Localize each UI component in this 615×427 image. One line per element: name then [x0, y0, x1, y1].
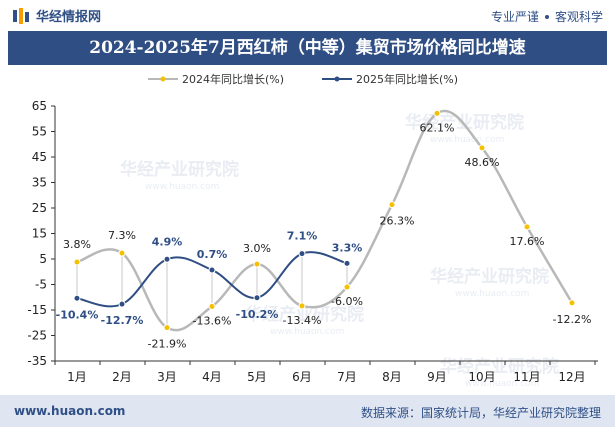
- series-2024-point: [523, 223, 531, 231]
- watermark-text: 华经产业研究院: [120, 159, 239, 180]
- data-label-2025: -10.4%: [56, 308, 99, 321]
- footer: www.huaon.com 数据来源：国家统计局，华经产业研究院整理: [0, 395, 615, 427]
- y-axis: 65 55 45 35 25 15 5 -5 -15 -25 -35: [27, 99, 56, 368]
- y-tick-label: 15: [32, 227, 47, 241]
- watermark-url: www.huaon.com: [465, 379, 539, 389]
- data-label-2024: 3.8%: [63, 238, 91, 251]
- x-tick-label: 6月: [292, 370, 312, 384]
- series-2024-point: [568, 299, 576, 307]
- y-tick-label: 45: [32, 150, 47, 164]
- legend-label-2: 2025年同比增长(%): [356, 72, 458, 86]
- legend-label-1: 2024年同比增长(%): [182, 72, 284, 86]
- x-tick-label: 2月: [112, 370, 132, 384]
- y-tick-label: -15: [27, 303, 47, 317]
- series-2025-point: [163, 255, 171, 263]
- data-label-2025: 7.1%: [287, 230, 318, 243]
- data-label-2024: -6.0%: [331, 295, 363, 308]
- data-label-2024: 7.3%: [108, 229, 136, 242]
- dot-separator-icon: [544, 15, 549, 19]
- series-2025-point: [208, 266, 216, 274]
- x-tick-label: 11月: [513, 370, 540, 384]
- series-2025-point: [73, 294, 81, 302]
- x-tick-label: 5月: [247, 370, 267, 384]
- title-bar: 2024-2025年7月西红柿（中等）集贸市场价格同比增速: [8, 31, 607, 65]
- x-tick-label: 8月: [382, 370, 402, 384]
- y-tick-label: -5: [35, 278, 47, 292]
- watermark-text: 华经产业研究院: [405, 112, 524, 133]
- data-label-2024: 26.3%: [380, 215, 415, 228]
- x-tick-label: 1月: [67, 370, 87, 384]
- huajing-logo-icon: [13, 7, 29, 24]
- data-label-2025: 3.3%: [332, 241, 363, 254]
- x-tick-label: 10月: [468, 370, 495, 384]
- x-tick-label: 3月: [157, 370, 177, 384]
- slogan-left: 专业严谨: [490, 10, 539, 24]
- slogan-right: 客观科学: [554, 10, 603, 24]
- data-label-2024: -13.6%: [193, 314, 232, 327]
- y-tick-label: 25: [32, 201, 47, 215]
- drop-lines: [76, 253, 348, 328]
- x-tick-label: 12月: [558, 370, 585, 384]
- data-label-2024: 3.0%: [243, 242, 271, 255]
- x-tick-label: 4月: [202, 370, 222, 384]
- line-chart: 华经产业研究院 www.huaon.com 华经产业研究院 www.huaon.com…: [27, 72, 598, 389]
- brand-name: 华经情报网: [36, 10, 102, 25]
- data-labels: 3.8% 7.3% -21.9% -13.6% 3.0% -13.4% -6.0% 26.3%…: [56, 121, 592, 350]
- series-2025-point: [343, 259, 351, 267]
- watermark-url: www.huaon.com: [430, 135, 504, 145]
- y-tick-label: 65: [32, 99, 47, 113]
- legend: 2024年同比增长(%) 2025年同比增长(%): [148, 72, 458, 86]
- y-tick-label: 55: [32, 125, 47, 139]
- watermark-text: 华经产业研究院: [245, 304, 364, 325]
- data-label-2025: 0.7%: [197, 248, 228, 261]
- legend-marker-1: [160, 76, 166, 82]
- y-tick-label: -35: [27, 354, 47, 368]
- series-2025-point: [253, 294, 261, 302]
- series-2024-point: [478, 144, 486, 152]
- x-tick-label: 9月: [427, 370, 447, 384]
- x-axis: 1月 2月 3月 4月 5月 6月 7月 8月 9月 10月 11月 12月: [54, 360, 598, 384]
- series-2024-point: [163, 324, 171, 332]
- series-2025-point: [118, 300, 126, 308]
- top-bar: 华经情报网 专业严谨 客观科学: [0, 0, 615, 30]
- series-2024-point: [433, 109, 441, 117]
- series-lines: [73, 109, 576, 332]
- series-2024-point: [253, 260, 261, 268]
- data-label-2024: -21.9%: [148, 338, 187, 351]
- series-2024-point: [73, 258, 81, 266]
- y-tick-label: -25: [27, 329, 47, 343]
- legend-marker-2: [334, 76, 340, 82]
- footer-website[interactable]: www.huaon.com: [14, 404, 126, 418]
- y-tick-label: 5: [39, 252, 47, 266]
- data-label-2024: 48.6%: [465, 156, 500, 169]
- series-2025-point: [298, 250, 306, 258]
- slogan: 专业严谨 客观科学: [491, 8, 603, 25]
- footer-source: 数据来源：国家统计局，华经产业研究院整理: [360, 406, 601, 420]
- data-label-2024: 62.1%: [420, 121, 455, 134]
- data-label-2024: -13.4%: [283, 314, 322, 327]
- y-tick-label: 35: [32, 176, 47, 190]
- watermark-text: 华经产业研究院: [430, 266, 549, 287]
- brand[interactable]: 华经情报网: [12, 6, 101, 25]
- watermark-url: www.huaon.com: [270, 327, 344, 337]
- data-label-2024: -12.2%: [553, 313, 592, 326]
- watermark-url: www.huaon.com: [145, 182, 219, 192]
- series-2024-point: [298, 302, 306, 310]
- data-label-2025: -12.7%: [101, 314, 144, 327]
- data-label-2024: 17.6%: [510, 235, 545, 248]
- series-2024-point: [208, 302, 216, 310]
- watermark-url: www.huaon.com: [455, 289, 529, 299]
- chart-title: 2024-2025年7月西红柿（中等）集贸市场价格同比增速: [89, 38, 526, 58]
- data-label-2025: 4.9%: [152, 235, 183, 248]
- data-label-2025: -10.2%: [236, 308, 279, 321]
- series-2024-point: [343, 283, 351, 291]
- watermark-text: 华经产业研究院: [440, 356, 559, 377]
- series-2024-point: [118, 249, 126, 257]
- x-tick-label: 7月: [337, 370, 357, 384]
- series-2024-point: [388, 201, 396, 209]
- watermarks: 华经产业研究院 www.huaon.com 华经产业研究院 www.huaon.com…: [120, 112, 559, 389]
